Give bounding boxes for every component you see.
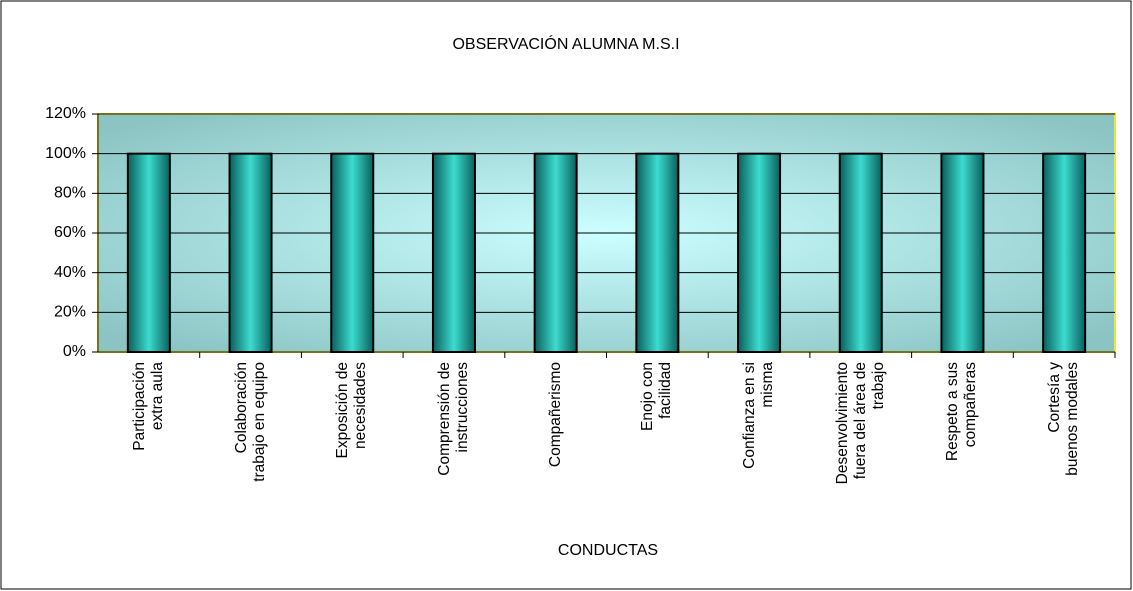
y-tick-label: 20% — [54, 304, 86, 321]
bar — [940, 152, 985, 353]
x-tick-label: Desenvolvimiento fuera del área de traba… — [833, 362, 887, 485]
x-tick-label: Comprensión de instrucciones — [435, 362, 471, 476]
y-tick-label: 40% — [54, 264, 86, 281]
y-tick-label: 120% — [45, 105, 86, 122]
bar — [533, 152, 578, 353]
bar — [1042, 152, 1087, 353]
bar — [126, 152, 171, 353]
y-tick-label: 100% — [45, 145, 86, 162]
x-axis-title: CONDUCTAS — [558, 542, 658, 559]
y-tick-label: 0% — [63, 343, 86, 360]
bar — [330, 152, 375, 353]
bar — [737, 152, 782, 353]
x-tick-label: Compañerismo — [546, 362, 564, 468]
x-tick-label: Enojo con facilidad — [639, 362, 675, 431]
x-tick-label: Exposición de necesidades — [334, 362, 370, 459]
x-tick-label: Confianza en si misma — [741, 362, 777, 469]
x-tick-label: Colaboración trabajo en equipo — [232, 362, 268, 482]
bar — [635, 152, 680, 353]
bar — [228, 152, 273, 353]
bar — [431, 152, 476, 353]
x-tick-label: Respeto a sus compañeras — [944, 362, 980, 462]
y-tick-label: 80% — [54, 185, 86, 202]
x-tick-label: Participación extra aula — [130, 362, 166, 451]
bar — [838, 152, 883, 353]
y-tick-label: 60% — [54, 224, 86, 241]
x-tick-label: Cortesía y buenos modales — [1046, 362, 1082, 476]
chart-title: OBSERVACIÓN ALUMNA M.S.I — [452, 34, 679, 53]
